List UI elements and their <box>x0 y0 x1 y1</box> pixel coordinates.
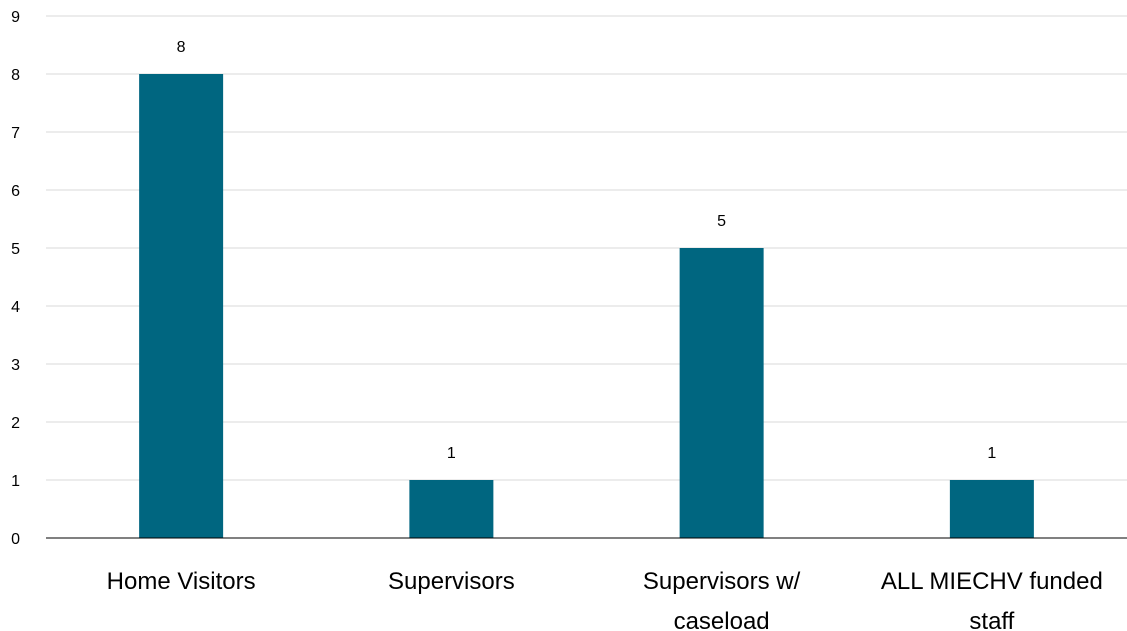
data-labels: 8 1 5 1 <box>177 39 997 462</box>
y-tick-label: 6 <box>11 183 20 200</box>
category-label: Supervisors <box>388 568 515 595</box>
y-tick-label: 0 <box>11 531 20 548</box>
category-labels: Home Visitors Supervisors Supervisors w/ca… <box>107 568 1103 631</box>
category-label: Supervisors w/ <box>643 568 801 595</box>
y-tick-label: 9 <box>11 9 20 26</box>
bar <box>679 248 764 538</box>
y-tick-label: 7 <box>11 125 20 142</box>
y-tick-label: 8 <box>11 67 20 84</box>
data-label: 5 <box>717 213 726 230</box>
category-label: Home Visitors <box>107 568 256 595</box>
y-tick-label: 5 <box>11 241 20 258</box>
data-label: 1 <box>987 445 996 462</box>
data-label: 1 <box>447 445 456 462</box>
category-label: ALL MIECHV funded <box>881 568 1103 595</box>
y-axis-ticks: 0 1 2 3 4 5 6 7 8 9 <box>11 9 20 548</box>
category-label: staff <box>969 608 1014 631</box>
gridlines <box>46 15 1127 481</box>
y-tick-label: 3 <box>11 357 20 374</box>
y-tick-label: 1 <box>11 473 20 490</box>
bar <box>139 74 224 538</box>
bars <box>139 74 1034 538</box>
y-tick-label: 2 <box>11 415 20 432</box>
bar <box>949 480 1034 538</box>
data-label: 8 <box>177 39 186 56</box>
y-tick-label: 4 <box>11 299 20 316</box>
bar <box>409 480 494 538</box>
category-label: caseload <box>674 608 770 631</box>
